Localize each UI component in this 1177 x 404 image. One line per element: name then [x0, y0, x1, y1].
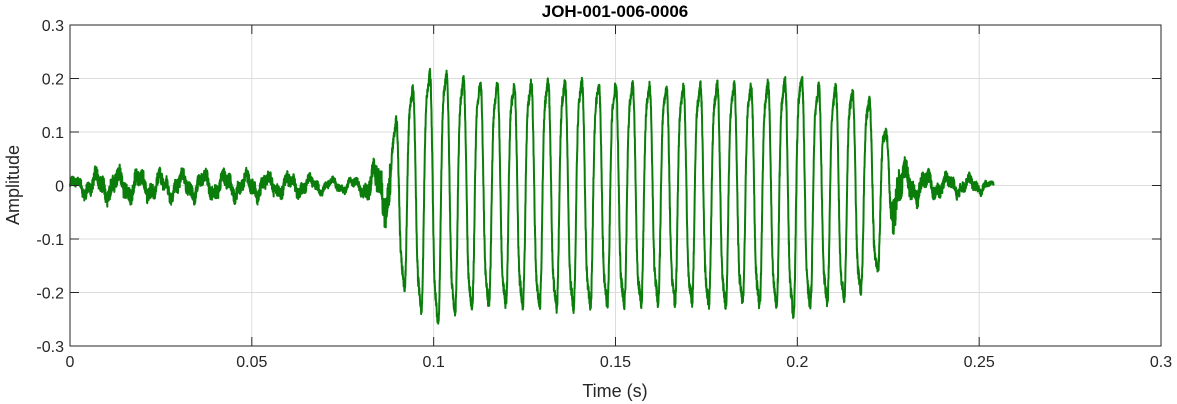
chart-title: JOH-001-006-0006	[542, 2, 688, 21]
y-tick-label: 0.1	[42, 125, 64, 142]
y-tick-label: 0	[55, 179, 64, 196]
y-tick-label: 0.3	[42, 18, 64, 35]
y-tick-label: -0.1	[36, 232, 64, 249]
x-tick-label: 0.05	[236, 354, 267, 371]
x-tick-label: 0.2	[786, 354, 808, 371]
y-tick-label: -0.3	[36, 339, 64, 356]
y-axis-label: Amplitude	[3, 145, 23, 225]
x-tick-label: 0.3	[1150, 354, 1172, 371]
waveform-line	[69, 67, 995, 325]
x-tick-label: 0.25	[964, 354, 995, 371]
y-tick-label: -0.2	[36, 286, 64, 303]
x-tick-marks: 0 0.05 0.1 0.15 0.2 0.25 0.3	[66, 25, 1172, 371]
x-axis-label: Time (s)	[582, 381, 647, 401]
x-tick-label: 0.1	[423, 354, 445, 371]
x-tick-label: 0	[66, 354, 75, 371]
plot-area	[69, 24, 1162, 347]
y-tick-marks: -0.3 -0.2 -0.1 0 0.1 0.2 0.3	[36, 18, 1161, 356]
x-tick-label: 0.15	[600, 354, 631, 371]
y-tick-label: 0.2	[42, 72, 64, 89]
